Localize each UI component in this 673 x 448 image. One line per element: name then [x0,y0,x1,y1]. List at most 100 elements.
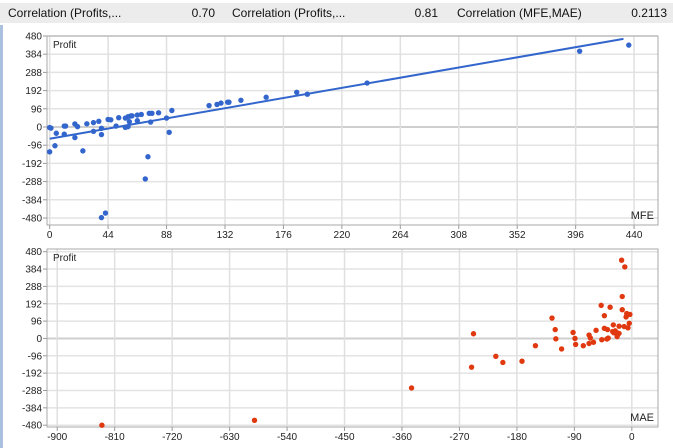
data-point [90,128,97,135]
data-point [129,113,135,119]
stat-label-3: Correlation (MFE,MAE) [457,6,582,20]
y-tick-label: 0 [36,122,42,133]
data-point [149,110,155,117]
plot-frame [46,248,659,428]
stat-label-2: Correlation (Profits,... [232,6,346,20]
data-point [604,336,610,342]
y-tick-label: -96 [28,141,43,152]
y-axis-label: Profit [53,253,77,264]
data-point [586,340,592,347]
stat-label-1: Correlation (Profits,... [8,6,122,20]
data-point [138,111,145,118]
data-point [53,130,59,136]
data-point [570,329,576,336]
y-tick-label: 96 [31,104,43,115]
x-tick-label: 88 [161,230,173,241]
data-point [626,42,632,48]
y-tick-label: -192 [22,159,42,170]
data-point [519,358,525,364]
data-point [576,48,583,54]
y-axis-label: Profit [53,40,77,51]
x-tick-label: 440 [626,230,643,241]
correlation-header: Correlation (Profits,... 0.70 Correlatio… [0,3,673,23]
data-point [470,331,477,337]
x-tick-label: -360 [392,432,412,443]
data-point [206,102,212,109]
data-point [145,154,151,160]
trend-line [49,37,624,140]
data-point [622,264,628,270]
x-tick-label: 132 [217,230,234,241]
data-point [99,422,105,428]
data-point [84,121,90,127]
data-point [601,312,608,319]
data-point [553,336,559,342]
x-axis-label: MAE [630,412,654,424]
y-tick-label: -288 [22,386,42,397]
data-point [74,123,81,130]
data-point [169,107,175,114]
x-tick-label: 396 [567,230,584,241]
data-point [614,333,620,340]
y-tick-label: 0 [36,334,42,345]
data-point [98,214,105,221]
data-point [80,148,86,154]
data-point [616,323,622,329]
data-point [126,118,133,125]
y-tick-label: -384 [22,403,42,414]
data-point [607,304,613,310]
data-point [623,314,629,320]
data-point [134,112,141,118]
data-point [619,293,625,300]
y-tick-label: -96 [28,351,43,362]
data-point [108,117,114,123]
data-point [593,327,599,334]
data-point [96,118,102,125]
data-point [618,257,625,263]
data-point [604,326,611,333]
data-point [102,210,109,216]
data-point [626,320,632,326]
data-point [125,123,131,130]
data-point [304,91,311,97]
data-point [116,115,122,121]
y-tick-label: 288 [25,282,42,293]
y-tick-label: 288 [25,68,42,79]
data-point [113,123,119,129]
data-point [238,97,244,103]
y-tick-label: 480 [25,247,42,258]
data-point [90,119,97,126]
data-point [46,149,53,155]
data-point [98,125,105,132]
data-point [598,302,604,309]
data-point [610,322,617,328]
plot-area [47,36,658,225]
x-tick-label: 352 [509,230,526,241]
data-point [263,94,269,100]
x-tick-label: -270 [449,432,469,443]
data-point [155,110,162,116]
data-point [532,342,539,349]
data-point [619,307,625,313]
left-border [0,25,3,448]
data-point [62,123,69,129]
data-point [226,99,232,105]
y-tick-label: -480 [22,213,42,224]
plot-frame [46,35,659,226]
x-axis-label: MFE [631,210,654,222]
x-tick-label: 0 [629,432,635,443]
data-point [134,118,141,124]
data-point [468,364,475,370]
data-point [500,359,506,366]
data-point [627,311,633,318]
data-point [572,335,578,342]
x-tick-label: -720 [162,432,182,443]
y-tick-label: 96 [31,317,43,328]
x-tick-label: -90 [567,432,582,443]
y-tick-label: 384 [25,50,42,61]
x-tick-label: 176 [275,230,292,241]
scatter-chart-1: 480 384 288 192 96 0 -96 -192 -288 -384 -480 0 44 88 1… [22,32,659,241]
data-point [572,341,579,348]
x-tick-label: -540 [277,432,297,443]
